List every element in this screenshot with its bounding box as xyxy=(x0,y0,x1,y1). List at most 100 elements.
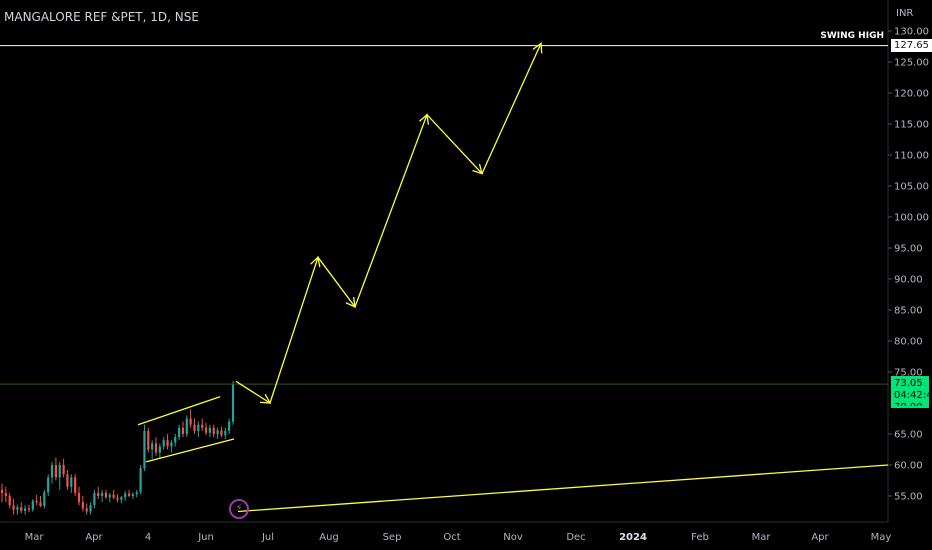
candle-body xyxy=(101,492,104,496)
candle-body xyxy=(201,424,204,428)
candle-body xyxy=(147,430,150,450)
candle-body xyxy=(139,468,142,493)
candle-body xyxy=(20,507,23,511)
candle-body xyxy=(162,440,165,447)
projection-path xyxy=(235,43,542,404)
channel-lower-line xyxy=(145,438,235,463)
y-tick-label: 115.00 xyxy=(894,120,929,131)
x-tick-label: Feb xyxy=(691,532,709,543)
candle-body xyxy=(0,489,4,493)
candle-body xyxy=(185,418,188,434)
hidden-axis-label: 70.00 xyxy=(894,402,925,406)
candle-body xyxy=(216,430,219,434)
candle-body xyxy=(93,492,96,506)
y-tick-label: 110.00 xyxy=(894,151,929,162)
y-tick-label: 90.00 xyxy=(894,275,923,286)
arrowhead xyxy=(310,256,321,268)
x-tick-label: Oct xyxy=(443,532,460,543)
x-tick-label: Apr xyxy=(85,532,103,543)
candle-body xyxy=(4,492,7,496)
x-tick-label: Jun xyxy=(197,532,214,543)
y-tick-label: 60.00 xyxy=(894,461,923,472)
candle-body xyxy=(135,492,138,495)
candle-body xyxy=(12,505,15,510)
y-tick-label: 65.00 xyxy=(894,430,923,441)
candle-body xyxy=(24,508,27,511)
x-tick-label: 2024 xyxy=(619,532,647,543)
candle-body xyxy=(112,494,115,498)
candle-body xyxy=(50,465,54,478)
arrowhead xyxy=(472,163,483,175)
y-tick-label: 120.00 xyxy=(894,89,929,100)
arrowhead xyxy=(419,113,430,125)
candle-body xyxy=(43,492,46,506)
candle-body xyxy=(62,465,65,475)
countdown-timer: 04:42:46 xyxy=(894,390,932,401)
x-tick-label: May xyxy=(871,532,892,543)
x-tick-label: Aug xyxy=(319,532,339,543)
x-tick-label: Nov xyxy=(503,532,523,543)
candle-body xyxy=(178,427,181,438)
candlestick-series xyxy=(0,381,235,515)
candle-body xyxy=(193,424,196,431)
drawings xyxy=(137,42,889,513)
arrowhead xyxy=(345,296,356,308)
last-price-value: 73.05 xyxy=(894,378,923,389)
time-axis[interactable]: Mar Apr 4 Jun Jul Aug Sep Oct Nov Dec 2024 Feb Mar Ap… xyxy=(25,532,892,543)
candle-body xyxy=(85,508,88,512)
candle-body xyxy=(97,492,100,496)
candle-body xyxy=(89,505,92,512)
candle-body xyxy=(47,477,50,493)
candle-body xyxy=(8,496,11,506)
x-tick-label: Sep xyxy=(383,532,402,543)
swing-high-price-tag: 127.65 xyxy=(891,39,932,52)
candle-body xyxy=(108,494,111,498)
candle-body xyxy=(189,418,192,425)
candle-body xyxy=(81,502,84,509)
candle-body xyxy=(66,474,69,487)
last-price-badge: 73.05 04:42:46 70.00 xyxy=(891,376,932,408)
gridlines xyxy=(0,0,889,523)
price-axis[interactable]: 130.00 125.00 120.00 115.00 110.00 105.00 100.… xyxy=(888,27,929,503)
candle-body xyxy=(212,427,215,434)
candle-body xyxy=(151,443,154,450)
y-tick-label: 80.00 xyxy=(894,337,923,348)
candle-body xyxy=(158,446,161,453)
candle-body xyxy=(197,424,200,431)
candle-body xyxy=(70,477,73,487)
candle-body xyxy=(231,384,235,422)
x-tick-label: Jul xyxy=(261,532,274,543)
long-trendline xyxy=(237,464,889,513)
candle-body xyxy=(220,430,223,436)
candle-body xyxy=(127,493,131,496)
candle-body xyxy=(39,502,42,506)
candle-body xyxy=(104,492,108,498)
y-tick-label: 100.00 xyxy=(894,213,929,224)
lightning-alert-icon[interactable]: ⚡ xyxy=(229,499,249,519)
symbol-title: MANGALORE REF &PET, 1D, NSE xyxy=(4,10,199,24)
candle-body xyxy=(204,427,208,433)
x-tick-label: Dec xyxy=(566,532,585,543)
candle-body xyxy=(31,500,34,510)
candle-body xyxy=(58,465,61,478)
candle-body xyxy=(224,430,227,436)
candle-body xyxy=(54,465,57,478)
candle-body xyxy=(170,442,173,447)
channel-upper-line xyxy=(137,396,221,426)
y-tick-label: 130.00 xyxy=(894,27,929,38)
candle-body xyxy=(116,497,119,500)
y-tick-label: 75.00 xyxy=(894,368,923,379)
y-tick-label: 85.00 xyxy=(894,306,923,317)
candle-body xyxy=(143,430,146,469)
horizontal-lines xyxy=(0,45,888,385)
y-tick-label: 55.00 xyxy=(894,492,923,503)
arrowhead xyxy=(532,42,543,54)
x-tick-label: Apr xyxy=(811,532,829,543)
candle-body xyxy=(124,493,127,498)
candle-body xyxy=(174,437,177,443)
x-tick-label: 4 xyxy=(145,532,151,543)
candle-body xyxy=(228,421,231,431)
currency-label: INR xyxy=(896,8,914,19)
arrowhead xyxy=(259,393,272,404)
